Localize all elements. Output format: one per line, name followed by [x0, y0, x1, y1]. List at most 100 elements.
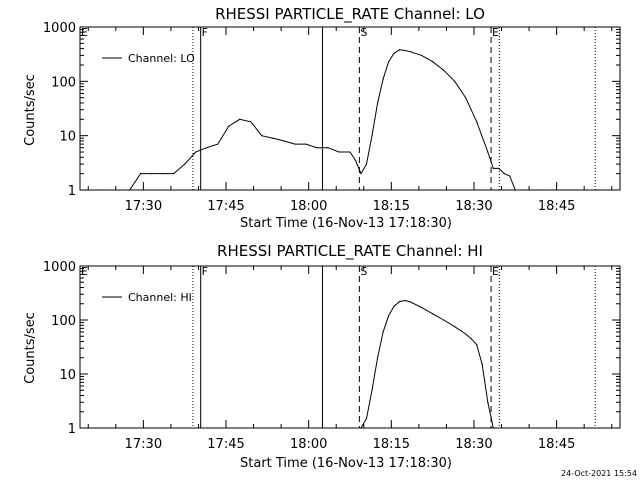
data-point	[608, 189, 610, 191]
marker-label: S	[360, 26, 367, 39]
plot-frame	[79, 265, 621, 429]
data-point	[95, 189, 98, 191]
legend-label: Channel: LO	[128, 52, 195, 65]
data-point	[492, 427, 494, 429]
data-point	[531, 189, 533, 191]
x-tick-label: 18:00	[290, 437, 327, 452]
data-point	[564, 189, 566, 191]
y-tick-label: 1000	[43, 21, 76, 36]
data-point	[410, 301, 412, 303]
data-point	[112, 189, 114, 191]
data-point	[503, 173, 505, 175]
data-point	[217, 143, 219, 145]
x-tick-label: 18:15	[373, 199, 410, 214]
y-tick-label: 1	[68, 184, 76, 199]
data-point	[162, 173, 164, 175]
data-point	[195, 151, 197, 153]
x-tick-label: 17:45	[207, 437, 244, 452]
data-point	[272, 137, 274, 139]
data-point	[128, 189, 131, 191]
data-point	[393, 305, 395, 307]
chart-title: RHESSI PARTICLE_RATE Channel: LO	[215, 5, 485, 24]
data-point	[360, 427, 362, 429]
data-point	[382, 331, 384, 333]
data-point	[387, 61, 390, 63]
data-point	[470, 338, 472, 340]
data-point	[360, 173, 362, 175]
data-point	[404, 299, 406, 302]
data-point	[492, 167, 494, 169]
data-point	[173, 173, 175, 175]
data-point	[542, 189, 544, 191]
marker-label: F	[202, 26, 208, 39]
data-point	[349, 151, 351, 153]
data-point	[151, 173, 153, 175]
marker-label: S	[360, 265, 367, 278]
data-point	[387, 315, 390, 317]
data-point	[371, 135, 373, 137]
data-point	[465, 97, 467, 99]
y-axis-label: Counts/sec	[23, 312, 38, 384]
data-point	[509, 175, 511, 177]
y-tick-label: 1	[68, 422, 76, 437]
chart-title: RHESSI PARTICLE_RATE Channel: HI	[217, 242, 483, 261]
data-point	[498, 167, 500, 169]
data-point	[371, 389, 373, 391]
data-point	[338, 151, 340, 153]
marker-label: F	[202, 265, 208, 278]
data-point	[305, 143, 307, 145]
data-point	[376, 357, 379, 359]
data-point	[520, 189, 522, 191]
data-point	[432, 61, 434, 63]
data-point	[481, 363, 483, 366]
plot-frame	[79, 26, 621, 191]
x-tick-label: 18:00	[290, 199, 327, 214]
generation-timestamp: 24-Oct-2021 15:54	[561, 469, 637, 478]
data-point	[140, 173, 142, 175]
data-point	[586, 189, 588, 191]
data-point	[206, 147, 208, 149]
data-point	[553, 189, 555, 191]
marker-label: E	[492, 26, 499, 39]
data-point	[327, 147, 329, 149]
data-point	[443, 69, 445, 71]
data-point	[239, 118, 241, 120]
panel-lo-channel: RHESSI PARTICLE_RATE Channel: LO Start T…	[23, 5, 621, 231]
data-point	[365, 417, 368, 420]
x-tick-label: 18:45	[538, 199, 575, 214]
data-point	[454, 80, 456, 82]
data-point	[398, 300, 401, 303]
marker-label: E	[81, 26, 88, 39]
data-point	[487, 151, 489, 153]
x-tick-label: 18:45	[538, 437, 575, 452]
x-axis-label: Start Time (16-Nov-13 17:18:30)	[240, 456, 452, 471]
panel-hi-channel: RHESSI PARTICLE_RATE Channel: HI Start T…	[23, 242, 621, 471]
data-point	[454, 326, 456, 328]
marker-label: E	[492, 265, 499, 278]
data-point	[597, 189, 599, 191]
data-point	[365, 163, 368, 165]
data-point	[619, 189, 621, 191]
data-point	[514, 189, 516, 191]
legend-label: Channel: HI	[128, 291, 192, 304]
x-tick-label: 17:30	[125, 199, 162, 214]
data-point	[283, 140, 285, 142]
x-tick-label: 18:15	[373, 437, 410, 452]
data-point	[316, 147, 318, 149]
data-point	[261, 135, 263, 137]
data-point	[382, 78, 384, 80]
series-line	[360, 299, 494, 429]
data-point	[376, 102, 379, 104]
data-point	[398, 49, 401, 51]
y-tick-label: 1000	[43, 260, 76, 275]
data-point	[184, 163, 186, 165]
y-axis-label: Counts/sec	[23, 74, 38, 146]
data-point	[476, 344, 478, 346]
data-point	[421, 306, 423, 309]
y-tick-label: 10	[59, 130, 76, 145]
y-tick-label: 10	[59, 368, 76, 383]
x-axis-label: Start Time (16-Nov-13 17:18:30)	[240, 216, 452, 231]
x-tick-label: 18:30	[455, 199, 492, 214]
marker-label: E	[81, 265, 88, 278]
